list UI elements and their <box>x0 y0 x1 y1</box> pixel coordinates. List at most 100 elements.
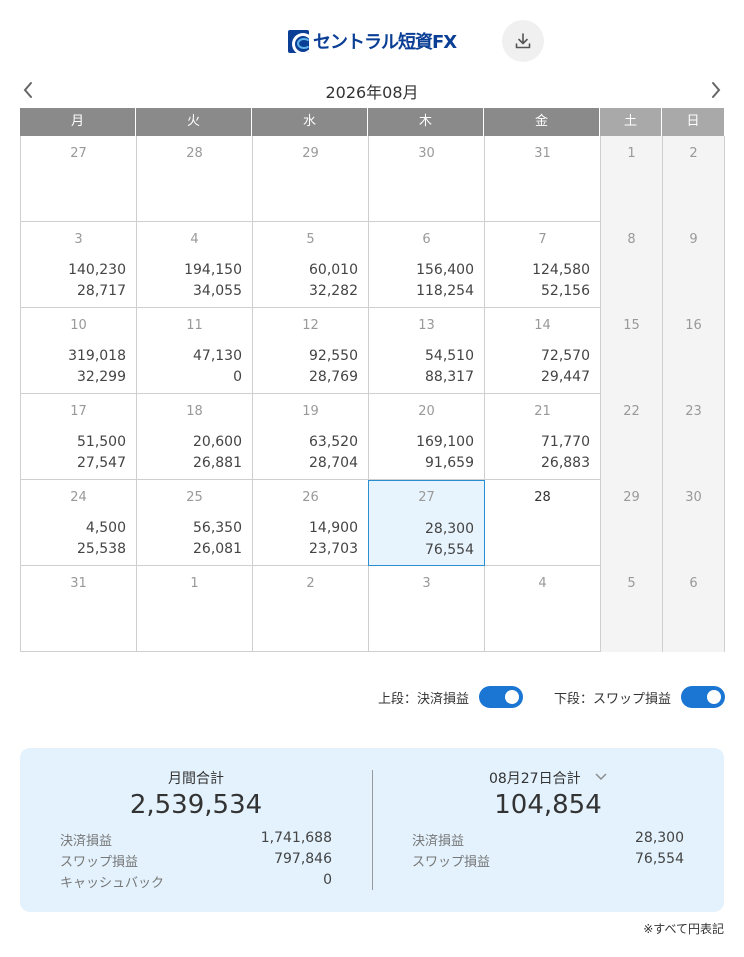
calendar-day-cell[interactable]: 3 <box>369 566 485 652</box>
month-title: 2026年08月 <box>325 83 419 102</box>
calendar-day-cell[interactable]: 28 <box>137 136 253 222</box>
settlement-pl-value: 169,100 <box>416 434 474 450</box>
calendar-day-cell[interactable]: 31 <box>485 136 601 222</box>
day-number: 5 <box>306 232 315 247</box>
day-number: 11 <box>186 318 203 333</box>
calendar-day-cell[interactable]: 25 56,350 26,081 <box>137 480 253 566</box>
lower-swap-toggle[interactable] <box>681 686 726 708</box>
calendar-day-cell[interactable]: 1 <box>601 136 663 222</box>
day-number: 26 <box>302 490 319 505</box>
weekday-thu: 木 <box>368 108 484 136</box>
day-number: 2 <box>306 576 315 591</box>
swap-pl-value: 34,055 <box>193 283 242 299</box>
calendar-day-cell[interactable]: 18 20,600 26,881 <box>137 394 253 480</box>
upper-settlement-toggle[interactable] <box>479 686 524 708</box>
calendar-day-cell[interactable]: 27 28,300 76,554 <box>368 480 485 566</box>
calendar-day-cell[interactable]: 12 92,550 28,769 <box>253 308 369 394</box>
calendar-day-cell[interactable]: 19 63,520 28,704 <box>253 394 369 480</box>
calendar-day-cell[interactable]: 6 156,400 118,254 <box>369 222 485 308</box>
day-number: 17 <box>70 404 87 419</box>
day-number: 27 <box>70 146 87 161</box>
calendar-day-cell[interactable]: 28 <box>485 480 601 566</box>
day-number: 3 <box>74 232 83 247</box>
prev-month-button[interactable] <box>20 80 36 100</box>
day-number: 5 <box>627 576 636 591</box>
day-number: 10 <box>70 318 87 333</box>
calendar-week-row: 31 1 2 3 4 5 6 <box>21 566 725 652</box>
daily-summary-title-button[interactable]: 08月27日合計 <box>372 768 724 788</box>
weekday-mon: 月 <box>20 108 136 136</box>
lower-toggle-label: 下段：スワップ損益 <box>554 691 672 707</box>
row-label: スワップ損益 <box>60 855 139 870</box>
calendar-day-cell[interactable]: 27 <box>21 136 137 222</box>
swap-pl-value: 26,883 <box>541 455 590 471</box>
calendar-day-cell[interactable]: 29 <box>601 480 663 566</box>
calendar-day-cell[interactable]: 9 <box>663 222 725 308</box>
calendar-week-row: 3 140,230 28,717 4 194,150 34,055 5 60,010 32,28… <box>21 222 725 308</box>
swap-pl-value: 28,769 <box>309 369 358 385</box>
calendar-day-cell[interactable]: 22 <box>601 394 663 480</box>
calendar-day-cell[interactable]: 30 <box>369 136 485 222</box>
settlement-pl-value: 124,580 <box>532 262 590 278</box>
day-number: 29 <box>302 146 319 161</box>
swap-pl-value: 88,317 <box>425 369 474 385</box>
daily-summary: 08月27日合計 104,854 決済損益 28,300 スワップ損益 76,5… <box>372 748 724 912</box>
calendar: 月 火 水 木 金 土 日 27 28 29 30 31 1 2 3 140,230 28,717… <box>20 108 725 652</box>
chevron-left-icon <box>23 82 32 98</box>
calendar-day-cell[interactable]: 4 <box>485 566 601 652</box>
calendar-day-cell[interactable]: 15 <box>601 308 663 394</box>
swap-pl-value: 52,156 <box>541 283 590 299</box>
settlement-pl-value: 140,230 <box>68 262 126 278</box>
calendar-day-cell[interactable]: 10 319,018 32,299 <box>21 308 137 394</box>
calendar-day-cell[interactable]: 21 71,770 26,883 <box>485 394 601 480</box>
calendar-day-cell[interactable]: 24 4,500 25,538 <box>21 480 137 566</box>
next-month-button[interactable] <box>708 80 724 100</box>
logo-mark-icon <box>288 29 309 53</box>
swap-pl-value: 29,447 <box>541 369 590 385</box>
daily-summary-title: 08月27日合計 <box>488 771 581 787</box>
weekday-wed: 水 <box>252 108 368 136</box>
day-number: 1 <box>190 576 199 591</box>
calendar-day-cell[interactable]: 5 <box>601 566 663 652</box>
swap-pl-value: 76,554 <box>425 542 474 558</box>
calendar-day-cell[interactable]: 7 124,580 52,156 <box>485 222 601 308</box>
day-number: 20 <box>418 404 435 419</box>
day-number: 28 <box>534 490 551 505</box>
calendar-day-cell[interactable]: 6 <box>663 566 725 652</box>
calendar-day-cell[interactable]: 11 47,130 0 <box>137 308 253 394</box>
settlement-pl-value: 20,600 <box>193 434 242 450</box>
settlement-pl-value: 71,770 <box>541 434 590 450</box>
calendar-day-cell[interactable]: 17 51,500 27,547 <box>21 394 137 480</box>
swap-pl-value: 28,717 <box>77 283 126 299</box>
calendar-day-cell[interactable]: 16 <box>663 308 725 394</box>
calendar-day-cell[interactable]: 5 60,010 32,282 <box>253 222 369 308</box>
day-number: 1 <box>627 146 636 161</box>
upper-toggle-group: 上段：決済損益 <box>378 686 524 708</box>
calendar-day-cell[interactable]: 30 <box>663 480 725 566</box>
calendar-day-cell[interactable]: 20 169,100 91,659 <box>369 394 485 480</box>
weekday-tue: 火 <box>136 108 252 136</box>
calendar-day-cell[interactable]: 31 <box>21 566 137 652</box>
day-number: 2 <box>689 146 698 161</box>
calendar-day-cell[interactable]: 2 <box>253 566 369 652</box>
download-button[interactable] <box>502 20 544 62</box>
calendar-day-cell[interactable]: 14 72,570 29,447 <box>485 308 601 394</box>
day-number: 15 <box>623 318 640 333</box>
calendar-day-cell[interactable]: 3 140,230 28,717 <box>21 222 137 308</box>
calendar-day-cell[interactable]: 13 54,510 88,317 <box>369 308 485 394</box>
day-number: 31 <box>70 576 87 591</box>
calendar-day-cell[interactable]: 4 194,150 34,055 <box>137 222 253 308</box>
calendar-grid: 27 28 29 30 31 1 2 3 140,230 28,717 4 194,150 34,055… <box>20 136 725 652</box>
calendar-day-cell[interactable]: 23 <box>663 394 725 480</box>
day-number: 13 <box>418 318 435 333</box>
calendar-day-cell[interactable]: 8 <box>601 222 663 308</box>
swap-pl-value: 23,703 <box>309 541 358 557</box>
calendar-day-cell[interactable]: 29 <box>253 136 369 222</box>
day-number: 28 <box>186 146 203 161</box>
day-number: 23 <box>685 404 702 419</box>
calendar-day-cell[interactable]: 26 14,900 23,703 <box>253 480 369 566</box>
row-value: 0 <box>323 872 332 888</box>
monthly-summary-title: 月間合計 <box>168 771 224 787</box>
calendar-day-cell[interactable]: 2 <box>663 136 725 222</box>
calendar-day-cell[interactable]: 1 <box>137 566 253 652</box>
